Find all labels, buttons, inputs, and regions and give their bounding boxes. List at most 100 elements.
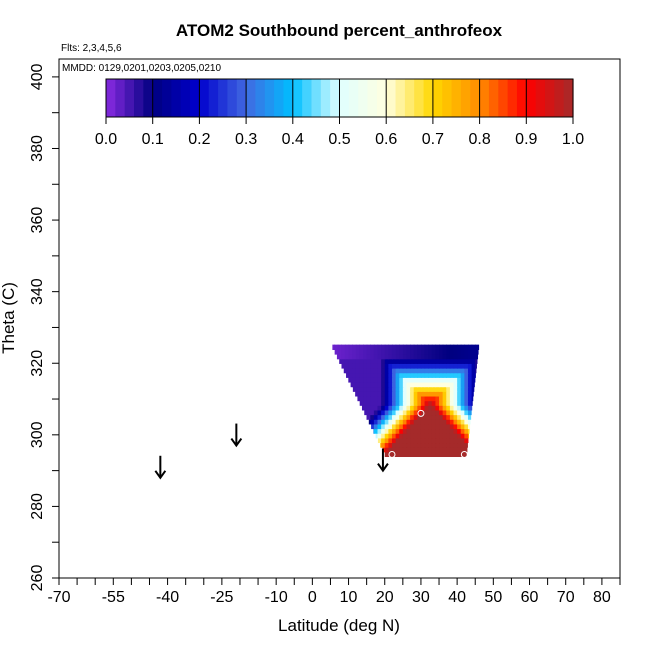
heatmap-cell bbox=[381, 372, 386, 378]
heatmap-cell bbox=[467, 367, 473, 374]
heatmap-cell bbox=[460, 437, 466, 444]
heatmap-cell bbox=[420, 358, 426, 364]
heatmap-cell bbox=[363, 381, 368, 388]
heatmap-cell bbox=[410, 363, 415, 369]
heatmap-cell bbox=[417, 381, 422, 388]
heatmap-cell bbox=[449, 386, 455, 392]
heatmap-cell bbox=[402, 451, 408, 458]
heatmap-cell bbox=[381, 433, 386, 439]
heatmap-cell bbox=[336, 353, 339, 360]
heatmap-cell bbox=[457, 446, 462, 453]
heatmap-cell bbox=[464, 451, 467, 458]
heatmap-cell bbox=[410, 414, 415, 420]
heatmap-cell bbox=[413, 446, 419, 453]
heatmap-cell bbox=[446, 367, 451, 374]
heatmap-cell bbox=[391, 433, 397, 439]
heatmap-cell bbox=[391, 391, 397, 397]
heatmap-cell bbox=[464, 344, 469, 350]
heatmap-cell bbox=[355, 367, 361, 374]
colorbar-swatch bbox=[246, 79, 257, 117]
colorbar-tick-label: 0.9 bbox=[515, 131, 537, 148]
heatmap-cell bbox=[420, 391, 426, 397]
heatmap-cell bbox=[453, 409, 458, 416]
x-axis: -70 -55 -40 -25 -10 0 10 20 30 40 50 60 70 80 bbox=[47, 577, 621, 606]
heatmap-cell bbox=[446, 414, 451, 420]
heatmap-cell bbox=[413, 391, 419, 397]
x-tick-label: 80 bbox=[593, 589, 611, 606]
heatmap-cell bbox=[424, 344, 429, 350]
heatmap-cell bbox=[399, 372, 404, 378]
heatmap-cell bbox=[467, 391, 473, 397]
heatmap-cell bbox=[424, 391, 429, 397]
colorbar-swatch bbox=[563, 79, 574, 117]
heatmap-cell bbox=[464, 437, 469, 444]
heatmap-cell bbox=[406, 414, 411, 420]
heatmap-cell bbox=[471, 344, 476, 350]
heatmap-cell bbox=[417, 358, 422, 364]
heatmap-cell bbox=[439, 358, 444, 364]
heatmap-cell bbox=[435, 358, 440, 364]
colorbar-swatch bbox=[554, 79, 565, 117]
colorbar-swatch bbox=[376, 79, 387, 117]
heatmap-cell bbox=[406, 344, 411, 350]
heatmap-cell bbox=[399, 437, 404, 444]
heatmap-cell bbox=[467, 372, 473, 378]
heatmap-cell bbox=[384, 372, 390, 378]
heatmap-cell bbox=[373, 363, 379, 369]
heatmap-cell bbox=[384, 419, 390, 425]
heatmap-cell bbox=[420, 451, 426, 458]
heatmap-cell bbox=[435, 386, 440, 392]
heatmap-cell bbox=[420, 405, 426, 411]
heatmap-cell bbox=[424, 400, 429, 406]
heatmap-cell bbox=[399, 400, 404, 406]
heatmap-cell bbox=[453, 451, 458, 458]
heatmap-cell bbox=[467, 409, 472, 416]
colorbar-tick-label: 0.5 bbox=[328, 131, 350, 148]
heatmap-cell bbox=[410, 405, 415, 411]
heatmap-cell bbox=[420, 400, 426, 406]
heatmap-cell bbox=[370, 419, 375, 425]
heatmap-cell bbox=[420, 372, 426, 378]
heatmap-cell bbox=[417, 367, 422, 374]
heatmap-cell bbox=[449, 363, 455, 369]
heatmap-cell bbox=[352, 367, 357, 374]
heatmap-cell bbox=[381, 391, 386, 397]
sample-circle bbox=[388, 451, 396, 459]
heatmap-cell bbox=[439, 381, 444, 388]
heatmap-cell bbox=[399, 363, 404, 369]
heatmap-cell bbox=[402, 391, 408, 397]
heatmap-cell bbox=[344, 349, 350, 355]
heatmap-cell bbox=[424, 446, 429, 453]
heatmap-cell bbox=[449, 372, 455, 378]
heatmap-cell bbox=[446, 363, 451, 369]
heatmap-cell bbox=[431, 405, 437, 411]
heatmap-cell bbox=[464, 363, 469, 369]
heatmap-cell bbox=[388, 400, 393, 406]
heatmap-cell bbox=[460, 363, 466, 369]
heatmap-cell bbox=[388, 395, 393, 402]
heatmap-cell bbox=[417, 428, 422, 434]
heatmap-cell bbox=[420, 353, 426, 360]
heatmap-cell bbox=[475, 358, 478, 364]
heatmap-cell bbox=[384, 395, 390, 402]
heatmap-cell bbox=[446, 428, 451, 434]
colorbar-swatch bbox=[367, 79, 378, 117]
heatmap-cell bbox=[406, 437, 411, 444]
heatmap-cell bbox=[471, 391, 474, 397]
heatmap-cell bbox=[410, 381, 415, 388]
heatmap-cell bbox=[366, 344, 371, 350]
heatmap-cell bbox=[446, 419, 451, 425]
heatmap-cell bbox=[337, 344, 343, 350]
heatmap-cell bbox=[384, 358, 390, 364]
heatmap-cell bbox=[428, 372, 433, 378]
heatmap-cell bbox=[388, 349, 393, 355]
heatmap-cell bbox=[410, 423, 415, 430]
heatmap-cell bbox=[363, 367, 368, 374]
heatmap-cell bbox=[439, 386, 444, 392]
colorbar-swatch bbox=[330, 79, 341, 117]
heatmap-cell bbox=[453, 419, 458, 425]
heatmap-cell bbox=[471, 349, 476, 355]
heatmap-cell bbox=[370, 367, 375, 374]
heatmap-cell bbox=[446, 358, 451, 364]
heatmap-cell bbox=[399, 353, 404, 360]
